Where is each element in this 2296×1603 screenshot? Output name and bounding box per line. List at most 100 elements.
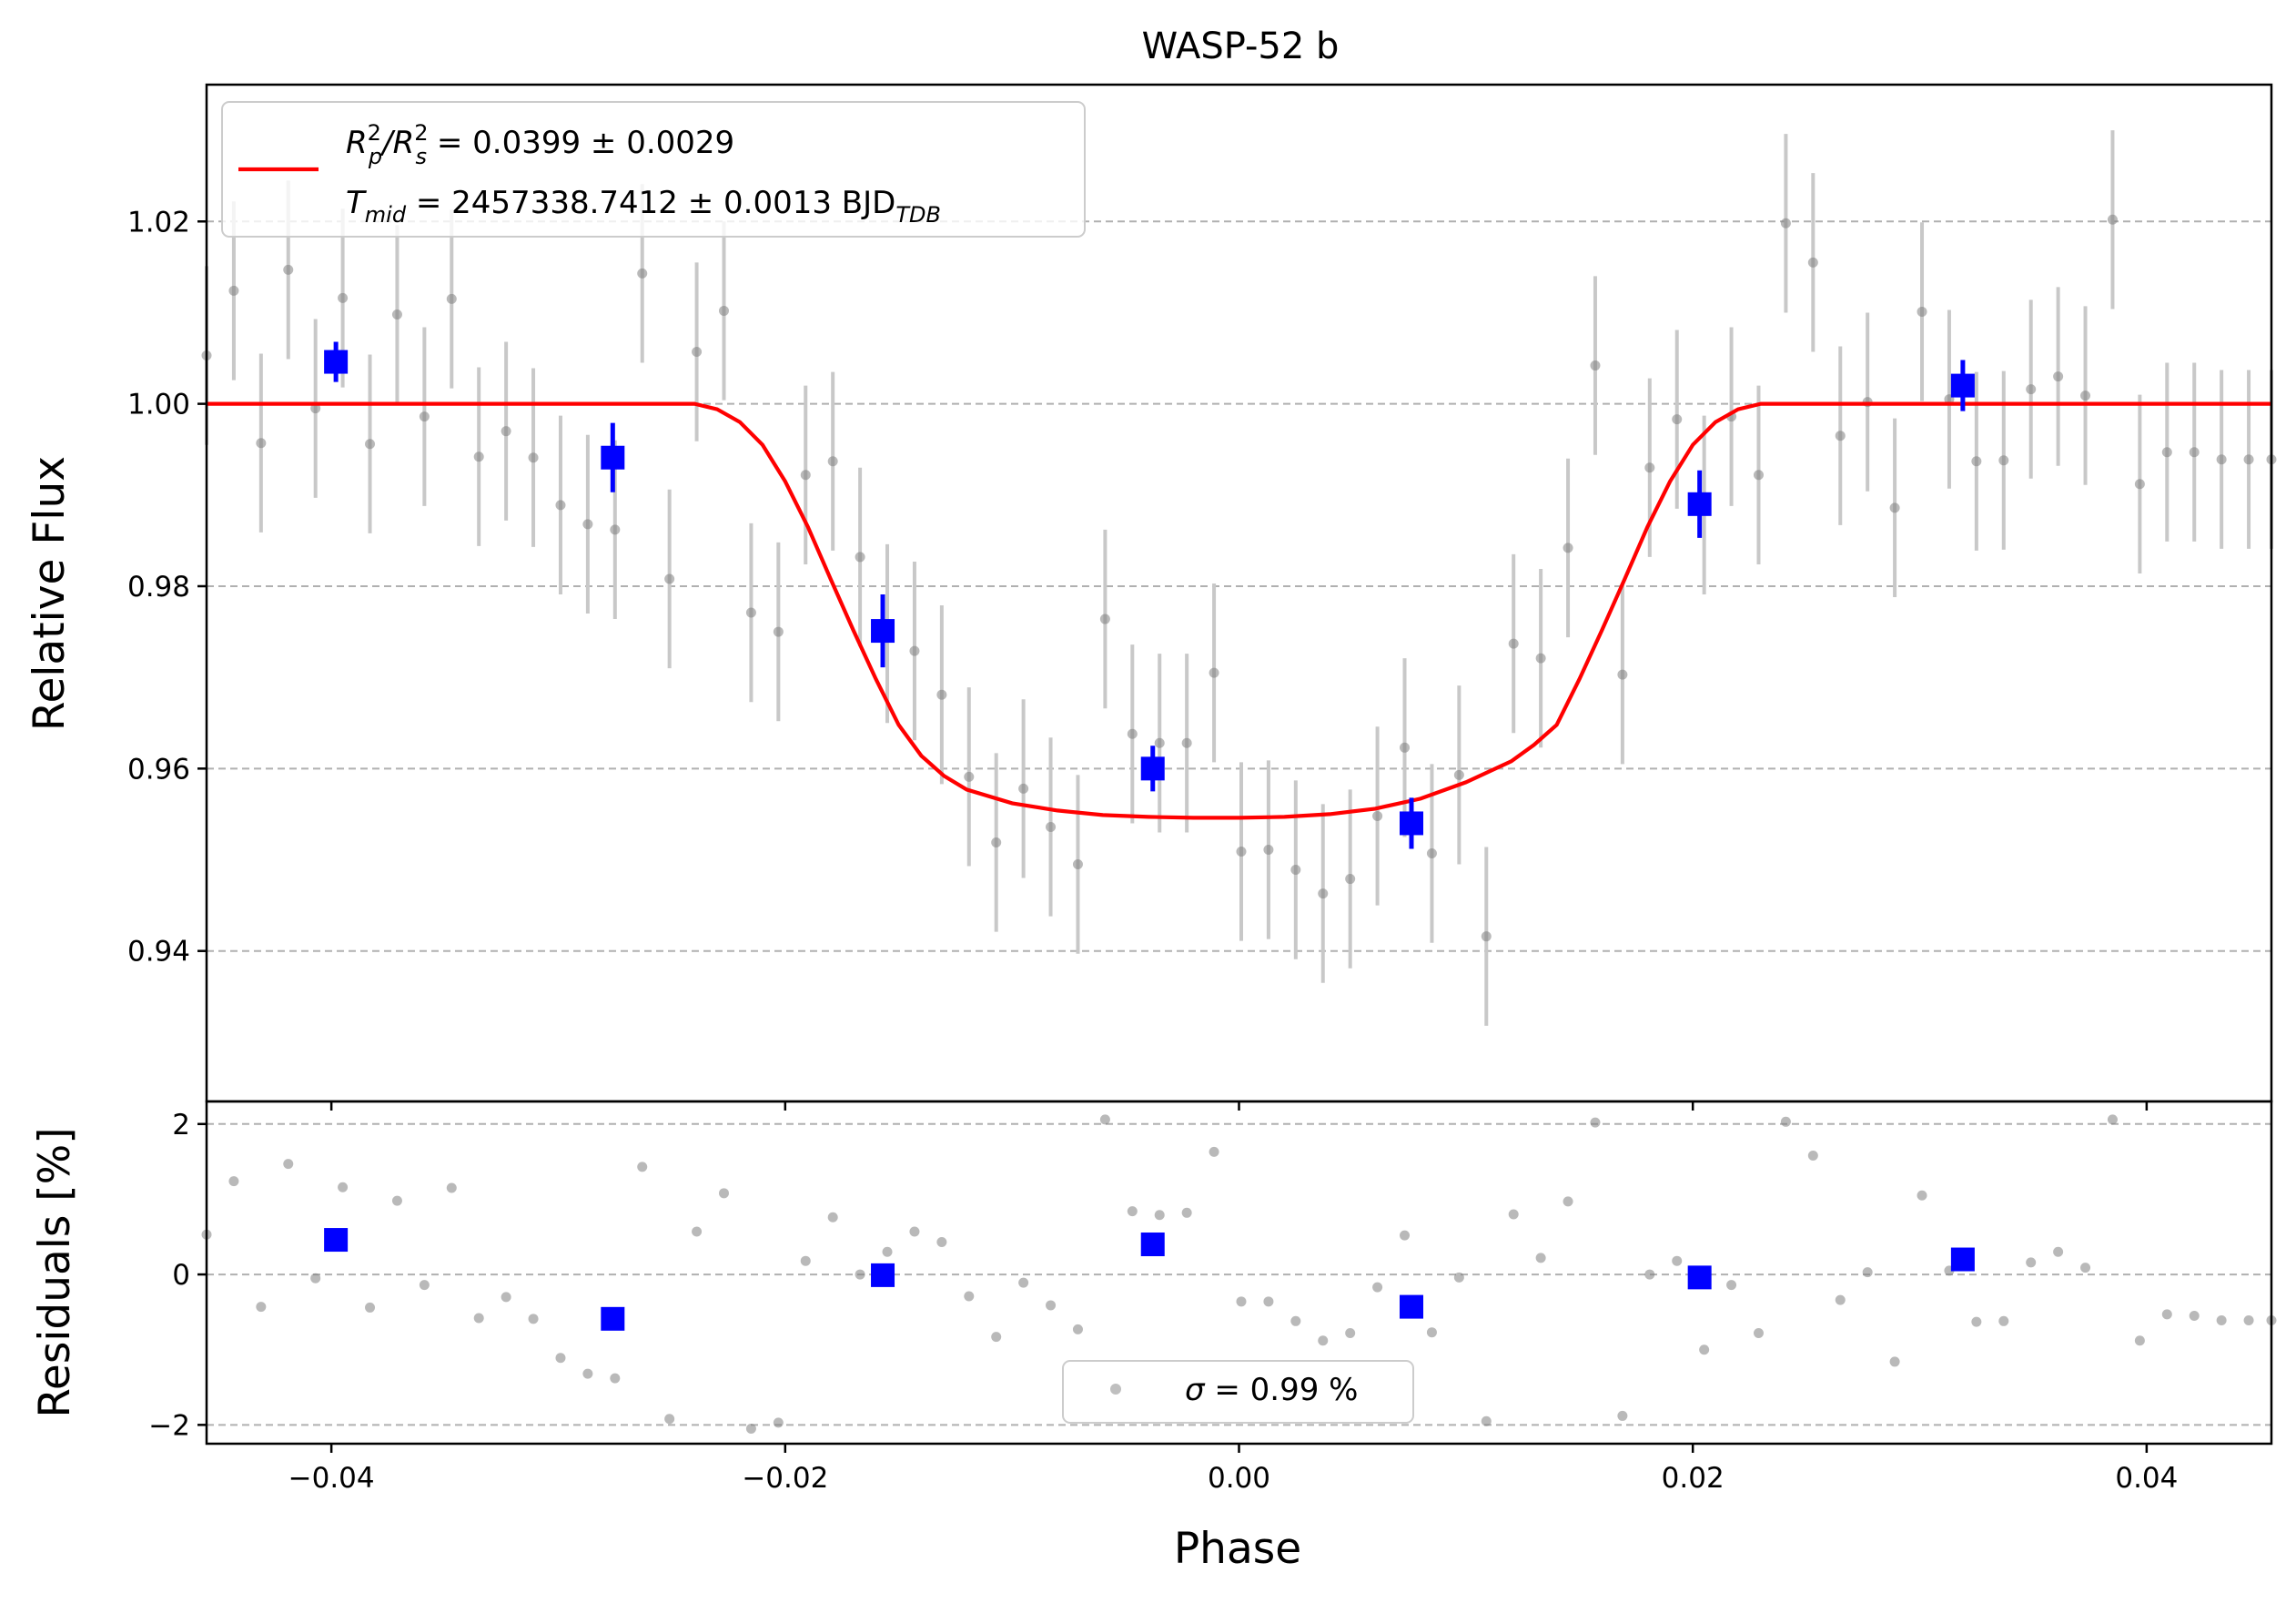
chart-title: WASP-52 b bbox=[1142, 25, 1340, 67]
residuals-raw-point bbox=[664, 1414, 675, 1425]
flux-raw-point bbox=[1617, 669, 1628, 680]
x-axis-label: Phase bbox=[1174, 1524, 1301, 1574]
flux-raw-point bbox=[365, 439, 376, 450]
flux-raw-point bbox=[2107, 214, 2118, 225]
flux-raw-point bbox=[1046, 821, 1057, 832]
flux-raw-point bbox=[2161, 447, 2172, 458]
residuals-raw-point bbox=[637, 1162, 648, 1172]
flux-raw-point bbox=[2053, 371, 2064, 382]
residuals-raw-point bbox=[936, 1237, 947, 1248]
flux-raw-point bbox=[1563, 543, 1573, 553]
legend-line-rp-rs: R2 p/R2 s = 0.0399 ± 0.0029 bbox=[346, 120, 734, 169]
residuals-raw-point bbox=[528, 1314, 539, 1324]
flux-y-ticks: 0.94 0.96 0.98 1.00 1.02 bbox=[127, 206, 207, 969]
flux-raw-point bbox=[827, 456, 838, 467]
residuals-raw-point bbox=[1318, 1335, 1329, 1346]
residuals-y-tick-label: −2 bbox=[148, 1409, 190, 1442]
flux-binned-point bbox=[1399, 811, 1423, 836]
residuals-raw-point bbox=[1209, 1146, 1219, 1157]
residuals-raw-point bbox=[827, 1212, 838, 1223]
flux-raw-point bbox=[1753, 470, 1764, 481]
residuals-raw-point bbox=[2107, 1114, 2118, 1125]
flux-raw-point bbox=[1453, 769, 1464, 780]
residuals-raw-point bbox=[1998, 1315, 2009, 1326]
residuals-raw-point bbox=[1481, 1415, 1492, 1426]
flux-raw-point bbox=[1209, 667, 1219, 678]
residuals-binned-point bbox=[1687, 1265, 1712, 1290]
residuals-grid bbox=[207, 1122, 2271, 1426]
residuals-raw-points bbox=[201, 1114, 2277, 1434]
flux-raw-point bbox=[1672, 414, 1683, 425]
flux-raw-point bbox=[338, 292, 349, 303]
flux-raw-point bbox=[2080, 391, 2091, 401]
residuals-raw-point bbox=[692, 1226, 703, 1237]
flux-raw-points bbox=[201, 130, 2277, 1026]
residuals-legend: σ = 0.99 % bbox=[1062, 1360, 1414, 1424]
flux-raw-point bbox=[991, 837, 1002, 847]
residuals-raw-point bbox=[745, 1423, 756, 1434]
flux-raw-point bbox=[283, 264, 294, 275]
flux-raw-point bbox=[2243, 454, 2254, 465]
residuals-raw-point bbox=[1835, 1294, 1846, 1305]
residuals-raw-point bbox=[2243, 1314, 2254, 1325]
flux-raw-point bbox=[637, 268, 648, 279]
residuals-raw-point bbox=[310, 1273, 321, 1283]
residuals-raw-point bbox=[582, 1368, 593, 1379]
flux-raw-point bbox=[446, 293, 457, 304]
flux-raw-point bbox=[391, 309, 402, 320]
residuals-binned-point bbox=[1399, 1294, 1423, 1319]
flux-raw-point bbox=[1318, 888, 1329, 899]
flux-raw-point bbox=[2134, 479, 2145, 490]
residuals-raw-point bbox=[855, 1269, 865, 1280]
flux-raw-point bbox=[1127, 728, 1138, 739]
x-tick-label: 0.00 bbox=[1208, 1462, 1270, 1495]
flux-raw-point bbox=[909, 645, 920, 656]
flux-raw-point bbox=[2189, 447, 2200, 458]
flux-raw-point bbox=[800, 470, 811, 481]
flux-raw-point bbox=[1290, 865, 1301, 876]
residuals-raw-point bbox=[2161, 1309, 2172, 1320]
residuals-raw-point bbox=[2026, 1257, 2037, 1268]
flux-raw-point bbox=[1835, 431, 1846, 441]
flux-binned-point bbox=[324, 350, 349, 374]
legend-residual-marker bbox=[1110, 1384, 1121, 1395]
flux-binned-point bbox=[1140, 756, 1165, 781]
flux-y-tick-label: 0.96 bbox=[127, 753, 190, 786]
residuals-raw-point bbox=[718, 1188, 729, 1199]
flux-y-tick-label: 0.94 bbox=[127, 936, 190, 969]
residuals-raw-point bbox=[1617, 1410, 1628, 1421]
flux-raw-point bbox=[1998, 455, 2009, 466]
residuals-binned-points bbox=[324, 1228, 1975, 1331]
flux-raw-point bbox=[1372, 810, 1383, 821]
residuals-raw-point bbox=[2134, 1335, 2145, 1346]
flux-raw-point bbox=[1236, 847, 1247, 857]
residuals-raw-point bbox=[1400, 1230, 1411, 1241]
flux-binned-point bbox=[871, 619, 895, 644]
flux-binned-point bbox=[1687, 492, 1712, 516]
residuals-raw-point bbox=[964, 1291, 975, 1302]
flux-raw-point bbox=[1099, 614, 1110, 624]
flux-legend-box bbox=[221, 101, 1086, 238]
residuals-raw-point bbox=[1807, 1150, 1818, 1161]
residuals-raw-point bbox=[2189, 1311, 2200, 1322]
residuals-raw-point bbox=[1889, 1356, 1900, 1367]
flux-raw-point bbox=[855, 552, 865, 563]
residuals-raw-point bbox=[2216, 1314, 2227, 1325]
residuals-raw-point bbox=[1181, 1207, 1192, 1218]
residuals-raw-point bbox=[1699, 1344, 1710, 1355]
residuals-panel: −2 0 2 −0.04 −0.02 0.00 0.02 0.04 σ = 0.99 % bbox=[148, 1100, 2277, 1495]
flux-raw-point bbox=[1181, 737, 1192, 748]
residuals-raw-point bbox=[1535, 1253, 1546, 1263]
flux-raw-point bbox=[1154, 737, 1165, 748]
residuals-raw-point bbox=[991, 1332, 1002, 1343]
flux-x-ticks bbox=[329, 1101, 2149, 1111]
flux-raw-point bbox=[936, 689, 947, 700]
flux-binned-point bbox=[1950, 373, 1975, 398]
flux-raw-point bbox=[1917, 306, 1927, 317]
flux-panel: 0.94 0.96 0.98 1.00 1.02 R2 p/R2 s = 0.0399 ± … bbox=[127, 83, 2277, 1111]
residuals-legend-box bbox=[1062, 1360, 1414, 1424]
residuals-raw-point bbox=[1672, 1255, 1683, 1266]
flux-raw-point bbox=[1426, 848, 1437, 859]
flux-raw-point bbox=[582, 519, 593, 530]
flux-raw-point bbox=[310, 403, 321, 414]
